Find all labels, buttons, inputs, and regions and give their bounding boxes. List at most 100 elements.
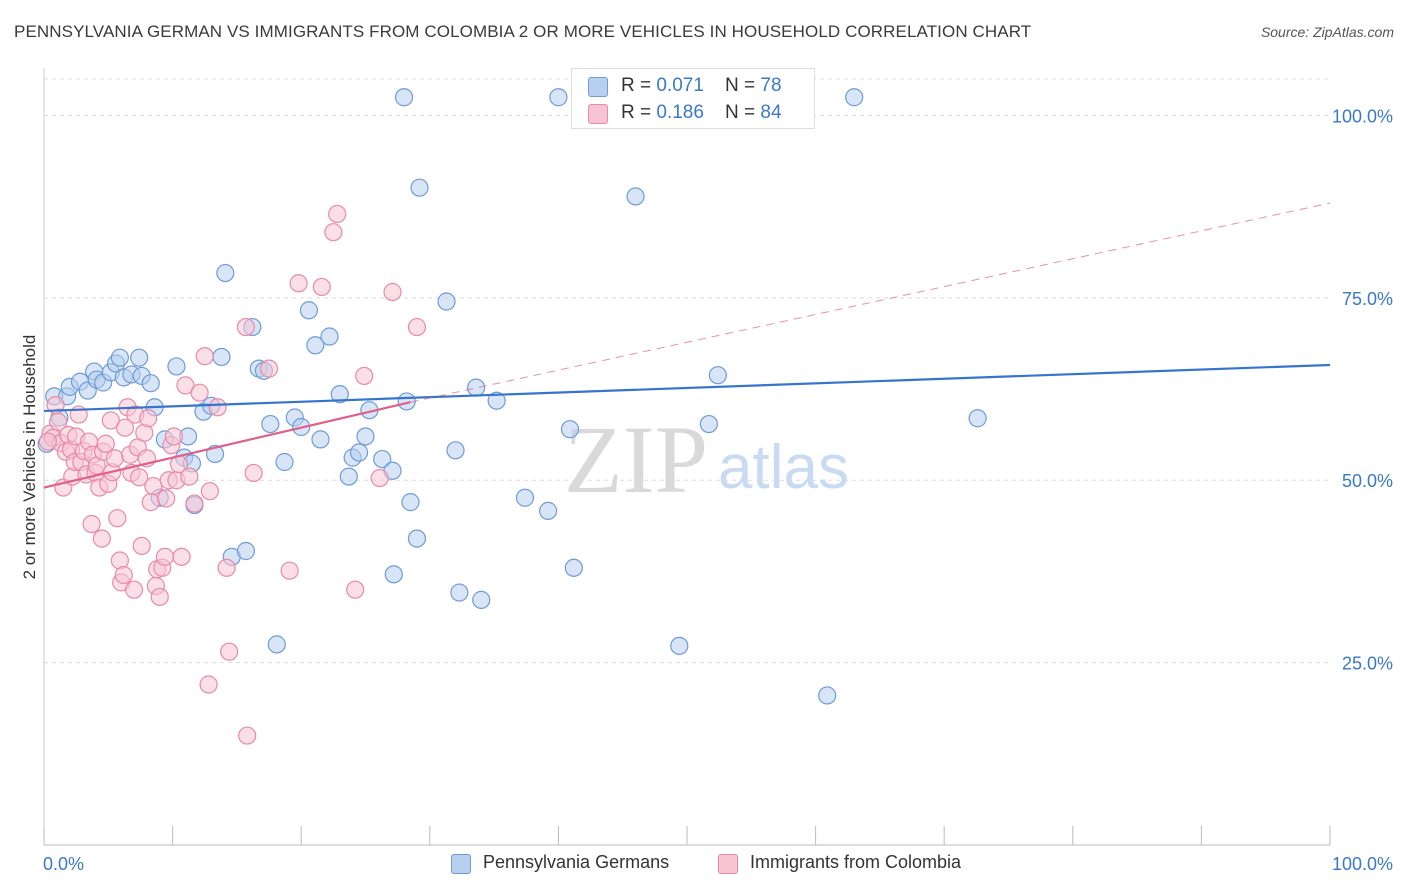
data-point xyxy=(92,529,111,548)
legend-label: Pennsylvania Germans xyxy=(483,852,670,872)
legend-swatch-pink xyxy=(718,854,738,874)
trend-line-colombia-extension xyxy=(410,202,1331,403)
data-point xyxy=(172,547,191,566)
data-point xyxy=(190,383,209,402)
data-point xyxy=(238,726,257,745)
data-point xyxy=(560,420,580,439)
data-point xyxy=(200,482,219,501)
n-value: 78 xyxy=(760,75,782,96)
data-point xyxy=(324,223,343,242)
n-value: 84 xyxy=(760,102,782,123)
data-point xyxy=(446,441,465,460)
data-point xyxy=(968,409,987,428)
data-point xyxy=(144,476,163,496)
data-point xyxy=(139,409,158,428)
data-point xyxy=(155,547,174,566)
data-point xyxy=(280,561,299,580)
data-point xyxy=(708,366,727,385)
data-point xyxy=(236,541,256,561)
data-point xyxy=(130,468,149,487)
data-point xyxy=(115,418,135,437)
data-point xyxy=(549,88,568,107)
data-point xyxy=(176,376,195,395)
data-point xyxy=(349,443,369,462)
data-point xyxy=(818,686,837,705)
data-point xyxy=(320,327,339,346)
data-point xyxy=(539,501,558,520)
data-point xyxy=(244,463,263,483)
n-label: N = xyxy=(725,75,761,96)
data-point xyxy=(96,434,115,453)
data-point xyxy=(384,565,403,584)
trend-line-pennsylvania-germans xyxy=(43,363,1331,413)
data-point xyxy=(124,580,144,599)
data-point xyxy=(275,452,294,472)
data-point xyxy=(450,583,469,602)
data-point xyxy=(157,489,176,508)
data-point xyxy=(401,493,420,512)
data-point xyxy=(130,348,149,367)
data-point xyxy=(845,88,864,107)
data-point xyxy=(289,274,308,293)
data-point xyxy=(261,414,280,434)
chart-title: PENNSYLVANIA GERMAN VS IMMIGRANTS FROM C… xyxy=(14,22,1032,41)
data-point xyxy=(217,558,236,577)
data-point xyxy=(259,359,279,378)
y-tick-label: 100.0% xyxy=(1332,106,1393,126)
data-point xyxy=(346,580,365,599)
watermark: ZIP atlas xyxy=(564,406,849,513)
data-point xyxy=(216,263,235,283)
data-point xyxy=(699,414,718,434)
legend-label: Immigrants from Colombia xyxy=(750,852,962,872)
legend-swatch-pink xyxy=(588,104,608,124)
data-point xyxy=(141,374,160,393)
watermark-zip: ZIP xyxy=(564,406,708,513)
data-point xyxy=(220,642,239,661)
legend-row-text: R = 0.071 N = 78 xyxy=(621,75,782,97)
data-point xyxy=(306,336,325,355)
legend-row-text: R = 0.186 N = 84 xyxy=(621,102,782,124)
data-point xyxy=(407,317,427,337)
data-point xyxy=(339,467,358,486)
data-point xyxy=(199,675,218,694)
r-value: 0.186 xyxy=(656,102,704,123)
data-point xyxy=(383,282,402,302)
data-point xyxy=(82,514,101,534)
data-point xyxy=(49,412,68,431)
data-point xyxy=(110,348,129,367)
axes xyxy=(43,68,1331,846)
data-point xyxy=(38,432,57,451)
y-tick-label: 75.0% xyxy=(1342,289,1393,309)
data-point xyxy=(407,529,427,548)
data-point xyxy=(437,292,456,311)
r-label: R = xyxy=(621,75,657,96)
data-point xyxy=(195,347,214,366)
x-tick-label-min: 0.0% xyxy=(43,854,84,874)
data-point xyxy=(328,204,347,224)
data-point xyxy=(626,187,645,206)
data-point xyxy=(236,317,256,337)
r-label: R = xyxy=(621,102,657,123)
data-point xyxy=(356,427,375,446)
data-point xyxy=(132,536,151,555)
n-label: N = xyxy=(725,102,761,123)
source-label: Source: ZipAtlas.com xyxy=(1260,24,1394,40)
data-point xyxy=(164,427,183,446)
legend-swatch-blue xyxy=(451,854,471,874)
data-points xyxy=(37,88,987,745)
watermark-atlas: atlas xyxy=(718,433,849,502)
data-point xyxy=(670,636,689,655)
data-point xyxy=(167,357,186,376)
data-point xyxy=(487,391,506,410)
tick-labels: 25.0% 50.0% 75.0% 100.0% 0.0% 100.0% xyxy=(43,106,1393,874)
r-value: 0.071 xyxy=(656,75,704,96)
data-point xyxy=(208,398,227,417)
y-axis-label: 2 or more Vehicles in Household xyxy=(20,334,39,580)
data-point xyxy=(410,178,429,197)
y-tick-label: 50.0% xyxy=(1342,471,1393,491)
data-point xyxy=(330,385,349,404)
data-point xyxy=(108,509,127,528)
data-point xyxy=(105,449,124,468)
data-point xyxy=(370,468,389,488)
